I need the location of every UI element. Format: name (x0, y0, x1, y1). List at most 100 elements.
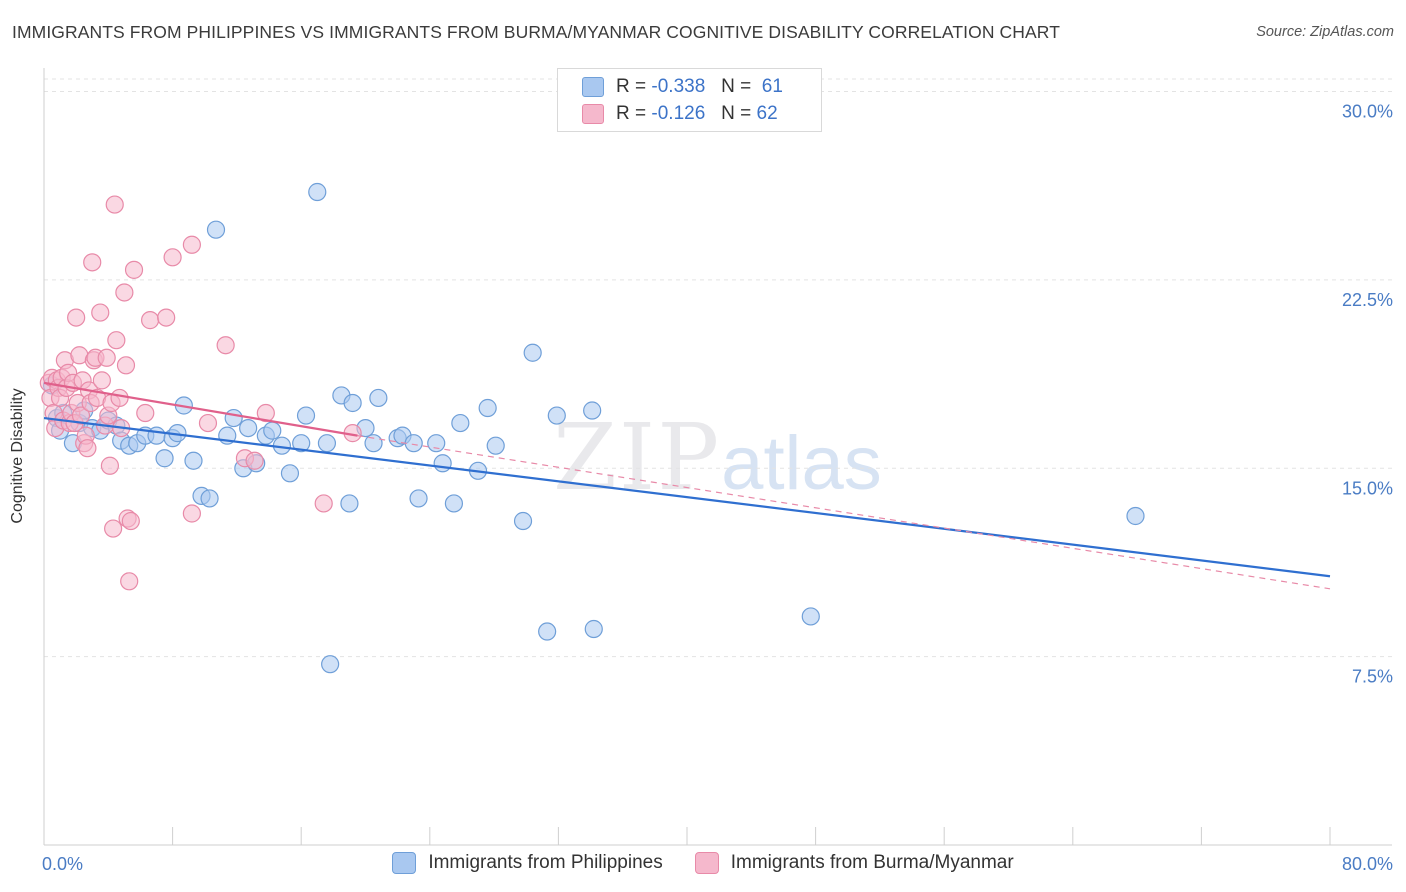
point-burma (92, 371, 111, 390)
point-philippines (292, 434, 311, 453)
point-burma (182, 504, 201, 523)
point-philippines (317, 434, 337, 453)
point-philippines (340, 494, 359, 513)
point-philippines (364, 434, 383, 453)
point-philippines (239, 418, 258, 438)
point-burma (216, 336, 235, 355)
point-philippines (308, 182, 327, 202)
point-burma (115, 283, 134, 302)
y-tick-label: 15.0% (1342, 478, 1393, 498)
series-legend-burma: Immigrants from Burma/Myanmar (694, 852, 1014, 874)
point-burma (163, 248, 182, 267)
point-burma (198, 413, 218, 433)
legend-swatch-burma (582, 104, 604, 124)
point-burma (78, 439, 97, 458)
point-philippines (523, 343, 542, 362)
watermark: ZIPatlas (553, 404, 882, 511)
x-tick-label: 0.0% (42, 854, 83, 874)
point-philippines (224, 408, 243, 428)
point-philippines (801, 607, 820, 626)
point-burma (83, 253, 102, 272)
legend-row-burma: R = -0.126 N = 62 (582, 102, 778, 126)
point-philippines (433, 454, 452, 473)
point-philippines (184, 451, 203, 470)
trend-line-burma (43, 381, 358, 437)
watermark-atlas: atlas (721, 421, 882, 506)
point-burma (67, 308, 86, 327)
legend-n-label: N = (721, 103, 752, 124)
series-legend: Immigrants from Philippines Immigrants f… (0, 852, 1406, 874)
point-philippines (296, 406, 316, 425)
point-philippines (343, 393, 362, 413)
point-philippines (404, 434, 423, 453)
point-burma (104, 519, 123, 538)
series-legend-swatch-burma (694, 852, 719, 874)
legend-n-value: 61 (761, 76, 783, 97)
point-burma (136, 403, 155, 423)
series-legend-philippines: Immigrants from Philippines (392, 852, 663, 874)
point-philippines (486, 436, 505, 455)
point-burma (71, 406, 91, 425)
point-philippines (206, 220, 226, 239)
legend-r-value: -0.338 (651, 76, 706, 97)
point-burma (91, 303, 110, 322)
point-burma (116, 356, 136, 375)
point-philippines (263, 421, 282, 440)
point-philippines (451, 413, 470, 433)
point-philippines (513, 511, 533, 531)
point-philippines (369, 388, 388, 408)
point-philippines (478, 398, 497, 418)
point-philippines (444, 494, 464, 513)
legend-n-value: 62 (756, 103, 778, 124)
axes (43, 68, 1392, 846)
point-burma (100, 456, 120, 475)
point-philippines (427, 434, 446, 453)
series-legend-label-philippines: Immigrants from Philippines (428, 852, 663, 873)
y-tick-labels: 7.5% 15.0% 22.5% 30.0% (1342, 102, 1393, 687)
y-tick-label: 22.5% (1342, 290, 1393, 310)
point-philippines (155, 449, 174, 468)
legend-row-philippines: R = -0.338 N = 61 (582, 75, 783, 99)
grid-lines (44, 78, 1392, 658)
point-burma (245, 451, 264, 470)
x-tick-label: 80.0% (1342, 854, 1393, 874)
series-legend-swatch-philippines (392, 852, 417, 874)
chart-title: IMMIGRANTS FROM PHILIPPINES VS IMMIGRANT… (12, 22, 1061, 42)
point-philippines (547, 406, 566, 425)
point-philippines (280, 464, 300, 483)
point-burma (110, 388, 129, 408)
point-burma (182, 235, 201, 254)
y-tick-label: 30.0% (1342, 102, 1393, 122)
watermark-zip: ZIP (553, 404, 722, 511)
point-burma (97, 348, 116, 367)
legend-n-label: N = (721, 76, 752, 97)
point-philippines (200, 489, 219, 508)
point-philippines (321, 655, 340, 674)
series-burma-points (39, 195, 362, 591)
legend-r-label: R = (616, 103, 647, 124)
correlation-legend: R = -0.338 N = 61 R = -0.126 N = 62 (557, 68, 822, 132)
point-philippines (147, 426, 166, 445)
source-label: Source: ZipAtlas.com (1256, 24, 1394, 40)
legend-r-value: -0.126 (651, 103, 706, 124)
y-tick-label: 7.5% (1352, 667, 1393, 687)
point-burma (157, 308, 176, 327)
point-burma (140, 311, 160, 330)
legend-swatch-philippines (582, 77, 604, 97)
trend-lines (43, 381, 1331, 590)
point-philippines (584, 619, 603, 639)
point-burma (105, 195, 124, 214)
point-burma (121, 511, 140, 531)
trend-line-philippines (43, 416, 1331, 578)
legend-r-label: R = (616, 76, 647, 97)
point-burma (256, 403, 275, 423)
point-philippines (1126, 506, 1145, 526)
point-philippines (583, 401, 602, 420)
point-philippines (538, 622, 557, 641)
point-philippines (409, 489, 428, 508)
point-burma (107, 331, 126, 350)
trend-line-burma-extension (357, 435, 1331, 590)
point-burma (120, 572, 139, 591)
point-burma (124, 260, 144, 279)
